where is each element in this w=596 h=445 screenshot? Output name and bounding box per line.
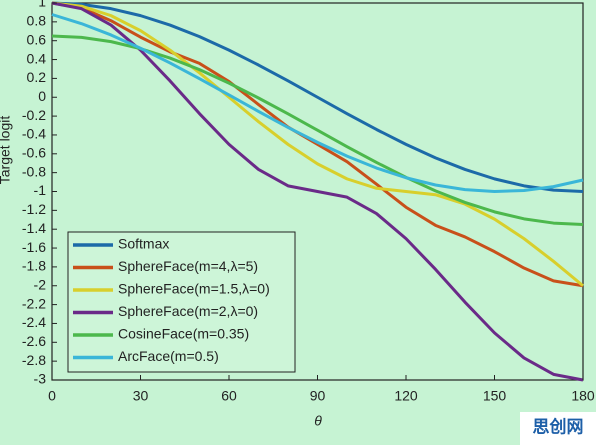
x-tick-label: 90 [310, 388, 326, 404]
series-line [51, 1, 584, 287]
x-tick-label: 120 [394, 388, 418, 404]
y-tick-label: 0 [38, 88, 46, 104]
y-tick-label: -0.6 [22, 145, 46, 161]
legend-label: SphereFace(m=2,λ=0) [118, 303, 258, 319]
x-tick-label: 150 [483, 388, 507, 404]
series-line [51, 1, 584, 288]
y-tick-label: -1.4 [22, 220, 46, 236]
x-tick-label: 60 [221, 388, 237, 404]
legend-label: SphereFace(m=1.5,λ=0) [118, 281, 270, 297]
y-tick-label: -1 [34, 182, 47, 198]
y-tick-label: -1.8 [22, 258, 46, 274]
y-tick-label: 0.4 [27, 50, 47, 66]
legend-label: Softmax [118, 236, 169, 252]
y-tick-label: -2 [34, 276, 47, 292]
x-tick-label: 180 [571, 388, 595, 404]
x-tick-label: 30 [133, 388, 149, 404]
y-tick-label: -0.4 [22, 126, 46, 142]
y-tick-label: -2.4 [22, 314, 46, 330]
y-tick-label: 1 [38, 0, 46, 10]
legend-box [67, 231, 296, 373]
x-axis-label: θ [314, 413, 322, 429]
y-tick-label: 0.2 [27, 69, 47, 85]
y-tick-label: -1.6 [22, 239, 46, 255]
y-tick-label: -2.8 [22, 352, 46, 368]
y-tick-label: 0.6 [27, 31, 47, 47]
legend-label: CosineFace(m=0.35) [118, 326, 249, 342]
watermark: 思创网 [533, 416, 584, 436]
legend-label: SphereFace(m=4,λ=5) [118, 258, 258, 274]
x-tick-label: 0 [48, 388, 56, 404]
legend-label: ArcFace(m=0.5) [118, 348, 219, 364]
y-tick-label: -1.2 [22, 201, 46, 217]
y-tick-label: -3 [34, 371, 47, 387]
series-line [51, 13, 584, 193]
y-axis-label: Target logit [0, 116, 13, 185]
watermark-box [520, 412, 596, 445]
series-line [51, 1, 584, 193]
y-tick-label: -2.6 [22, 333, 46, 349]
y-tick-label: -2.2 [22, 295, 46, 311]
y-tick-label: -0.8 [22, 163, 46, 179]
y-tick-label: 0.8 [27, 13, 47, 29]
y-tick-label: -0.2 [22, 107, 46, 123]
